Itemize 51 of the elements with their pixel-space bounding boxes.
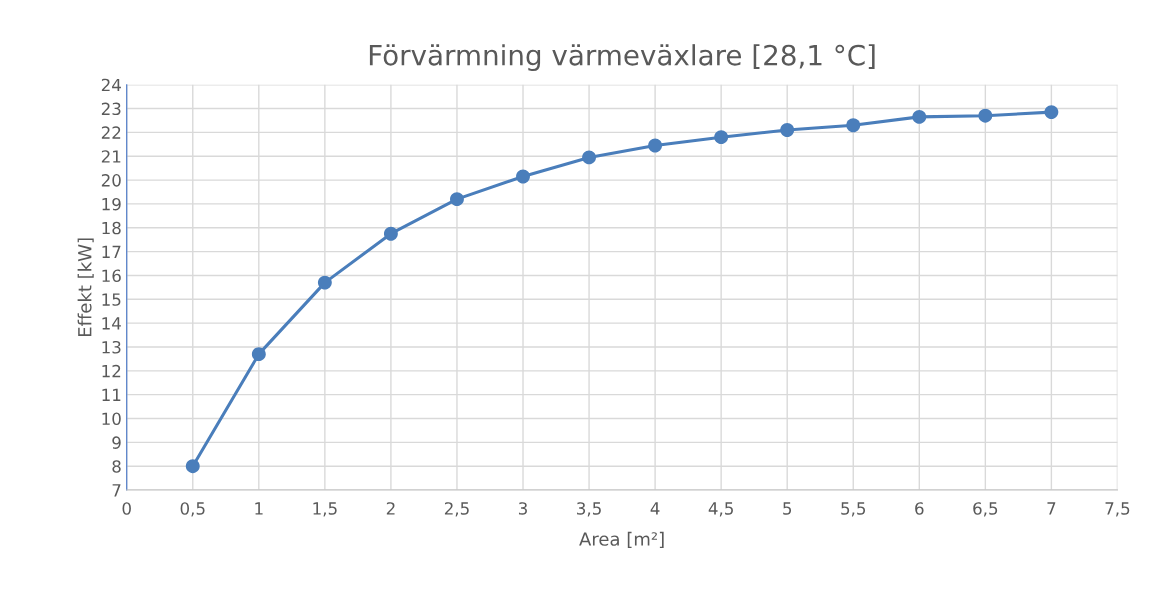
y-tick-label: 21 xyxy=(101,150,121,163)
x-tick-label: 2,5 xyxy=(444,502,469,517)
x-tick-label: 4,5 xyxy=(708,502,733,517)
x-tick-label: 6,5 xyxy=(973,502,998,517)
y-tick-label: 8 xyxy=(112,460,121,473)
y-tick-label: 9 xyxy=(112,436,121,449)
x-tick-label: 1,5 xyxy=(313,502,337,517)
point xyxy=(317,275,332,290)
y-tick-label: 22 xyxy=(101,126,121,139)
point xyxy=(648,138,663,153)
y-tick-label: 24 xyxy=(101,78,121,92)
x-tick-label: 5,5 xyxy=(841,502,866,517)
y-tick-label: 20 xyxy=(101,174,121,187)
point xyxy=(516,169,530,184)
x-tick-label: 7,5 xyxy=(1105,502,1130,517)
point xyxy=(780,123,795,137)
x-tick-label: 5 xyxy=(783,502,792,515)
y-tick-label: 17 xyxy=(102,245,121,258)
point xyxy=(582,150,596,165)
x-tick-label: 3 xyxy=(518,502,527,515)
y-tick-label: 23 xyxy=(101,102,121,116)
x-tick-label: 2 xyxy=(386,502,395,515)
point xyxy=(714,130,729,145)
y-tick-label: 19 xyxy=(102,197,121,211)
y-tick-label: 18 xyxy=(102,221,121,235)
x-tick-label: 7 xyxy=(1047,502,1056,515)
y-tick-label: 13 xyxy=(102,340,121,354)
point xyxy=(251,347,266,362)
y-tick-label: 12 xyxy=(102,364,121,378)
x-tick-label: 0 xyxy=(122,502,131,515)
y-tick-label: 15 xyxy=(102,293,121,306)
point xyxy=(912,109,927,124)
point xyxy=(185,459,200,474)
y-axis-title: Effekt [kW] xyxy=(77,238,94,337)
x-tick-label: 4 xyxy=(650,502,660,515)
x-axis-title: Area [m²] xyxy=(579,531,664,548)
y-tick-label: 16 xyxy=(102,269,121,283)
point xyxy=(383,226,398,241)
point xyxy=(450,192,464,207)
point xyxy=(978,108,993,123)
x-tick-label: 6 xyxy=(915,502,924,515)
y-tick-label: 7 xyxy=(112,484,121,497)
y-tick-label: 11 xyxy=(102,388,121,402)
chart-title: Förvärmning värmeväxlare [28,1 °C] xyxy=(369,44,875,72)
x-tick-label: 0,5 xyxy=(180,502,205,517)
x-tick-label: 1 xyxy=(255,502,263,515)
y-tick-label: 14 xyxy=(102,317,121,330)
point xyxy=(846,118,861,133)
point xyxy=(1044,105,1059,120)
y-tick-label: 10 xyxy=(102,412,121,426)
x-tick-label: 3,5 xyxy=(577,502,601,517)
